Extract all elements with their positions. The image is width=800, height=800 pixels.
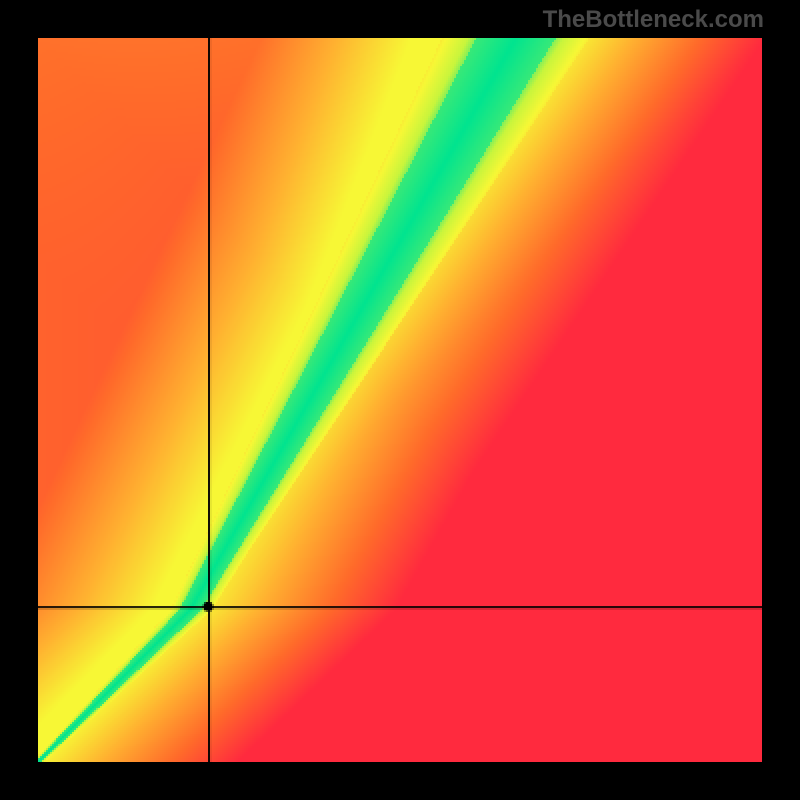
- chart-frame: TheBottleneck.com: [0, 0, 800, 800]
- heatmap-plot: [38, 38, 762, 762]
- heatmap-canvas: [38, 38, 762, 762]
- watermark-text: TheBottleneck.com: [543, 6, 764, 34]
